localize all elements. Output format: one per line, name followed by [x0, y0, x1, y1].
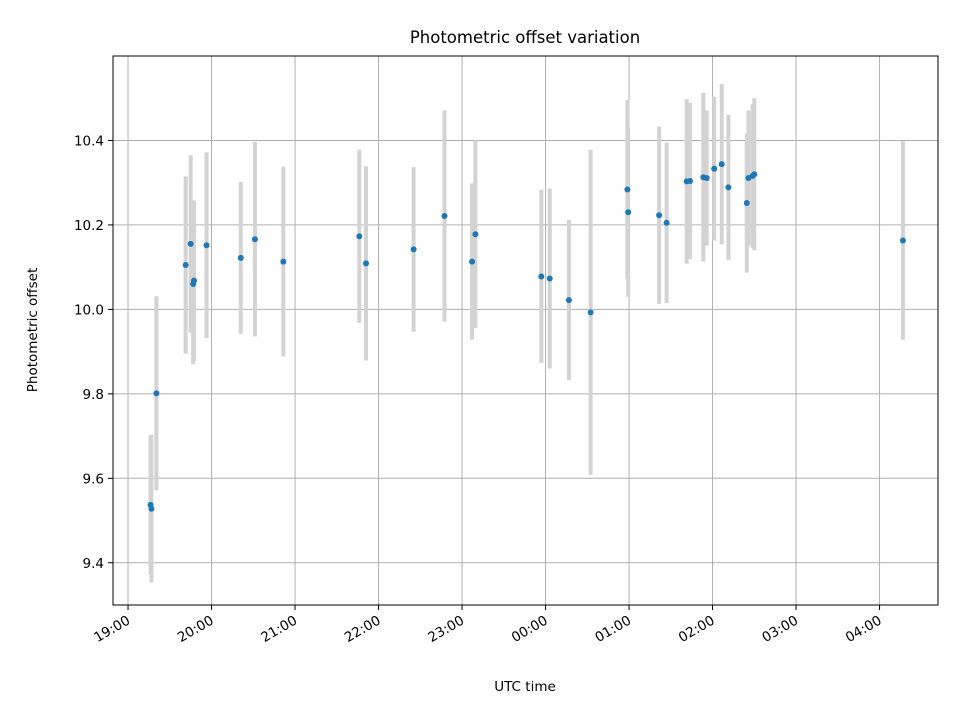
data-point: [663, 219, 670, 226]
data-point: [280, 258, 287, 265]
data-point: [686, 178, 693, 185]
y-tick-label: 10.0: [74, 302, 104, 318]
data-point: [469, 258, 476, 265]
data-point: [624, 186, 631, 193]
data-point: [703, 175, 710, 182]
data-point: [251, 236, 258, 243]
y-axis-ticks: 9.4 9.6 9.8 10.0 10.2 10.4: [74, 133, 113, 572]
data-point: [356, 233, 363, 240]
data-point: [187, 240, 194, 247]
x-axis-label: UTC time: [494, 679, 556, 695]
data-point: [725, 184, 732, 191]
chart-title: Photometric offset variation: [410, 28, 640, 47]
data-point: [203, 242, 210, 249]
y-tick-label: 9.6: [83, 471, 104, 487]
data-point: [587, 309, 594, 316]
plot-frame: [112, 55, 939, 606]
y-tick-label: 9.4: [83, 556, 104, 572]
y-tick-label: 10.4: [74, 133, 104, 149]
data-point: [153, 390, 160, 397]
data-point: [148, 505, 155, 512]
data-point: [472, 231, 479, 238]
data-point: [363, 260, 370, 267]
data-point: [190, 277, 197, 284]
data-point: [718, 161, 725, 168]
data-point: [565, 297, 572, 304]
data-point: [410, 246, 417, 253]
data-point: [899, 237, 906, 244]
data-point: [743, 199, 750, 206]
data-point: [538, 273, 545, 280]
gridlines: [113, 56, 938, 605]
y-tick-label: 10.2: [74, 218, 104, 234]
y-axis-label: Photometric offset: [25, 268, 41, 392]
data-point: [546, 275, 553, 282]
y-tick-label: 9.8: [83, 387, 104, 403]
data-point: [441, 213, 448, 220]
data-point: [751, 171, 758, 178]
data-point: [182, 262, 189, 269]
data-point: [625, 209, 632, 216]
data-point: [237, 254, 244, 261]
data-point: [711, 165, 718, 172]
data-point: [656, 212, 663, 219]
data-points: [147, 161, 906, 512]
